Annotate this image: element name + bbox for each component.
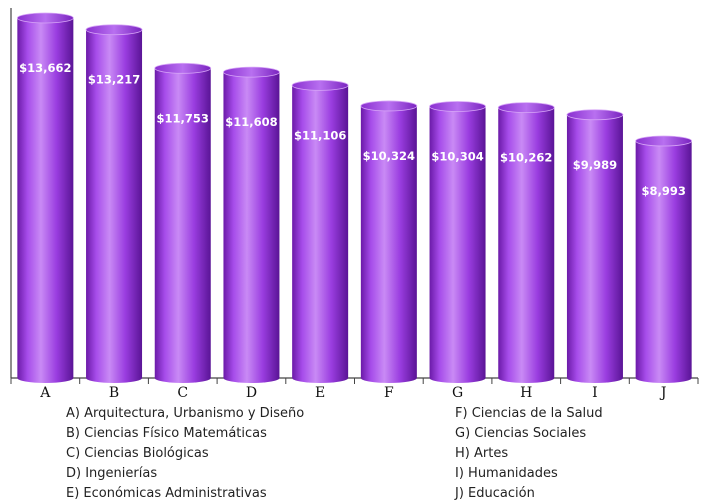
bar-top <box>16 12 74 24</box>
bar-body <box>360 105 417 384</box>
legend-key: G) <box>455 426 475 441</box>
x-tick-label: I <box>592 385 598 400</box>
bar-body <box>429 106 486 383</box>
legend-key: J) <box>455 486 469 501</box>
legend-text: Ingenierías <box>85 466 158 481</box>
data-label: $13,217 <box>88 73 140 87</box>
bar-top <box>223 66 280 78</box>
bar-F: $10,324 <box>360 100 418 384</box>
bar-H: $10,262 <box>497 102 555 384</box>
legend-left-column: A) Arquitectura, Urbanismo y Diseño B) Ci… <box>66 404 304 504</box>
bar-I: $9,989 <box>566 109 624 383</box>
bar-top <box>154 62 212 74</box>
legend-item: I) Humanidades <box>455 464 603 484</box>
bar-B: $13,217 <box>85 24 143 384</box>
data-label: $10,304 <box>431 149 483 163</box>
bar-top <box>360 100 418 112</box>
legend-item: G) Ciencias Sociales <box>455 424 603 444</box>
legend-key: D) <box>66 466 86 481</box>
legend-key: I) <box>455 466 469 481</box>
legend-item: C) Ciencias Biológicas <box>66 444 304 464</box>
legend-item: H) Artes <box>455 444 603 464</box>
bar-body <box>292 85 349 383</box>
bar-body <box>566 114 623 383</box>
legend-text: Económicas Administrativas <box>83 486 267 501</box>
legend-text: Humanidades <box>468 466 558 481</box>
data-label: $10,324 <box>363 149 415 163</box>
data-label: $13,662 <box>19 61 71 75</box>
bar-top <box>497 102 555 113</box>
legend-key: A) <box>66 406 85 421</box>
legend-key: B) <box>66 426 85 441</box>
legend-text: Ciencias Biológicas <box>84 446 209 461</box>
legend-key: C) <box>66 446 85 461</box>
x-tick-label: A <box>39 385 51 400</box>
data-label: $8,993 <box>641 184 685 198</box>
legend-key: H) <box>455 446 474 461</box>
bar-body <box>223 72 280 384</box>
x-tick-label: D <box>246 385 257 400</box>
legend-text: Ciencias de la Salud <box>471 406 603 421</box>
bar-top <box>635 135 693 147</box>
bar-top <box>566 109 624 121</box>
bar-body <box>17 18 74 383</box>
x-tick-label: C <box>177 385 188 400</box>
bar-E: $11,106 <box>291 79 349 383</box>
data-label: $11,753 <box>157 111 209 125</box>
x-tick-label: E <box>315 385 325 400</box>
legend-item: J) Educación <box>455 484 603 504</box>
data-label: $9,989 <box>573 158 617 172</box>
legend-key: E) <box>66 486 84 501</box>
legend-text: Educación <box>468 486 535 501</box>
bar-body <box>154 68 211 383</box>
legend-text: Artes <box>473 446 509 461</box>
bar-top <box>85 24 143 36</box>
bar-top <box>291 79 349 91</box>
bar-body <box>86 29 143 384</box>
bar-J: $8,993 <box>635 135 693 383</box>
data-label: $11,106 <box>294 128 346 142</box>
legend-item: F) Ciencias de la Salud <box>455 404 603 424</box>
bar-C: $11,753 <box>154 62 212 383</box>
legend-text: Arquitectura, Urbanismo y Diseño <box>84 406 305 421</box>
bar-chart: $13,662 $13,217 $11,753 $11,608 $11,106 $10,3… <box>10 8 699 400</box>
legend-item: D) Ingenierías <box>66 464 304 484</box>
legend-item: A) Arquitectura, Urbanismo y Diseño <box>66 404 304 424</box>
bar-D: $11,608 <box>223 66 280 384</box>
x-tick-label: G <box>452 385 463 400</box>
legend-key: F) <box>455 406 472 421</box>
x-tick-label: F <box>384 385 394 400</box>
legend-item: E) Económicas Administrativas <box>66 484 304 504</box>
legend-text: Ciencias Sociales <box>474 426 587 441</box>
bar-A: $13,662 <box>16 12 74 383</box>
x-tick-label: H <box>520 385 532 400</box>
data-label: $11,608 <box>225 115 277 129</box>
bar-body <box>635 141 692 383</box>
data-label: $10,262 <box>500 151 552 165</box>
legend-item: B) Ciencias Físico Matemáticas <box>66 424 304 444</box>
legend-right-column: F) Ciencias de la Salud G) Ciencias Socia… <box>455 404 603 504</box>
bar-G: $10,304 <box>429 101 486 383</box>
bar-body <box>498 107 555 384</box>
legend-text: Ciencias Físico Matemáticas <box>84 426 267 441</box>
bar-top <box>429 101 486 112</box>
x-tick-label: B <box>109 385 119 400</box>
x-tick-label: J <box>659 385 667 400</box>
